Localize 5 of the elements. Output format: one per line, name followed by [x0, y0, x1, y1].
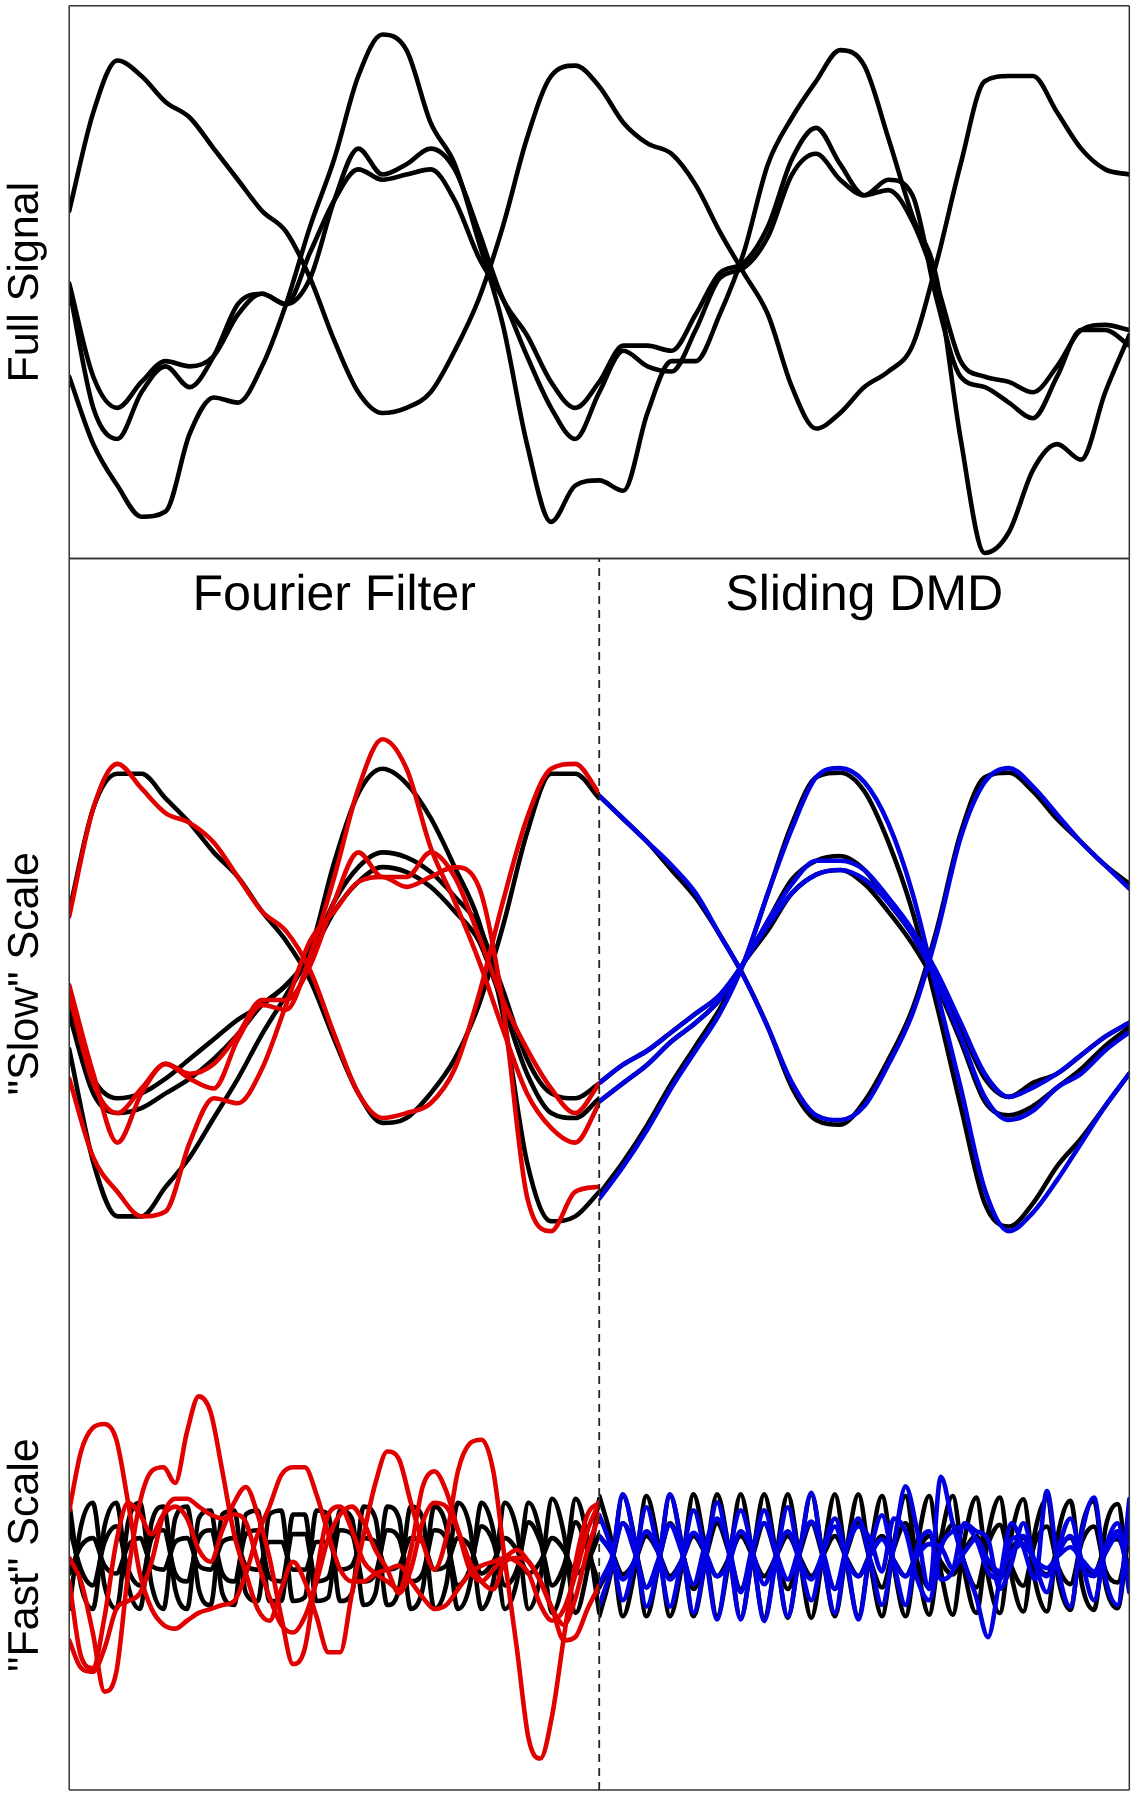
chart-title: Sliding DMD [727, 573, 1001, 621]
chart-title: Fourier Filter [196, 573, 476, 611]
y-axis-title: "Fast" Scale [6, 1440, 39, 1671]
y-axis-title: Full Signal [6, 184, 47, 380]
y-axis-title: "Slow" Scale [6, 853, 39, 1094]
